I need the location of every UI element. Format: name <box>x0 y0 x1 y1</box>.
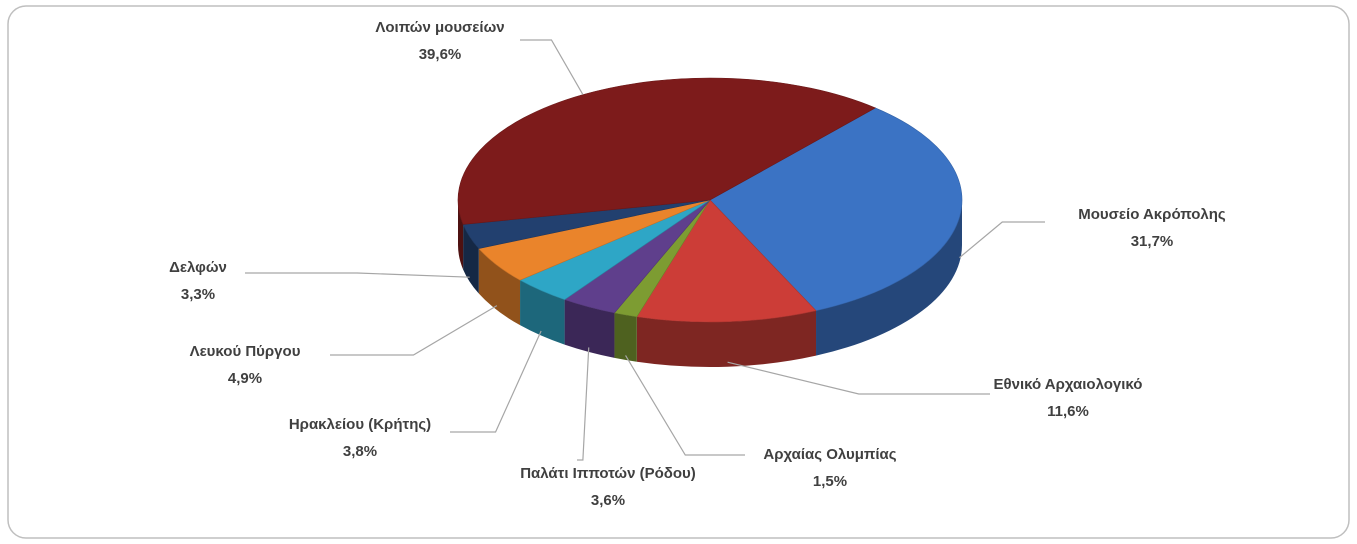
data-label-name: Λευκού Πύργου <box>190 343 301 360</box>
data-label-name: Ηρακλείου (Κρήτης) <box>289 416 431 433</box>
leader-line <box>520 39 584 95</box>
data-label-name: Μουσείο Ακρόπολης <box>1078 206 1226 223</box>
leader-line <box>625 355 745 456</box>
data-label-name: Αρχαίας Ολυμπίας <box>763 446 896 463</box>
slice-side <box>458 200 464 270</box>
leader-line <box>959 221 1045 259</box>
slice <box>709 107 963 312</box>
data-label-value: 3,3% <box>181 286 215 303</box>
pie-sides <box>458 200 962 367</box>
leader-line <box>577 347 590 461</box>
leader-line <box>727 361 990 395</box>
slice <box>636 199 817 323</box>
data-label-value: 3,8% <box>343 443 377 460</box>
slice-side <box>614 312 637 362</box>
slice-side <box>816 200 962 356</box>
slice-side <box>520 280 565 345</box>
leader-line <box>450 330 542 433</box>
slice-side <box>564 299 615 358</box>
data-label-value: 4,9% <box>228 370 262 387</box>
data-label-name: Λοιπών μουσείων <box>375 19 504 36</box>
slice-side <box>463 224 479 294</box>
data-label-value: 39,6% <box>419 46 462 63</box>
leader-line <box>330 305 498 356</box>
pie-tops <box>457 77 963 323</box>
slice-side <box>478 248 521 326</box>
data-label-name: Δελφών <box>169 259 227 276</box>
slice-side <box>636 310 817 367</box>
data-label-name: Παλάτι Ιπποτών (Ρόδου) <box>520 465 696 482</box>
data-label-name: Εθνικό Αρχαιολογικό <box>994 376 1143 393</box>
data-label-value: 3,6% <box>591 492 625 509</box>
data-label-value: 1,5% <box>813 473 847 490</box>
data-label-value: 11,6% <box>1047 403 1089 420</box>
leader-line <box>245 272 470 278</box>
data-label-value: 31,7% <box>1131 233 1174 250</box>
